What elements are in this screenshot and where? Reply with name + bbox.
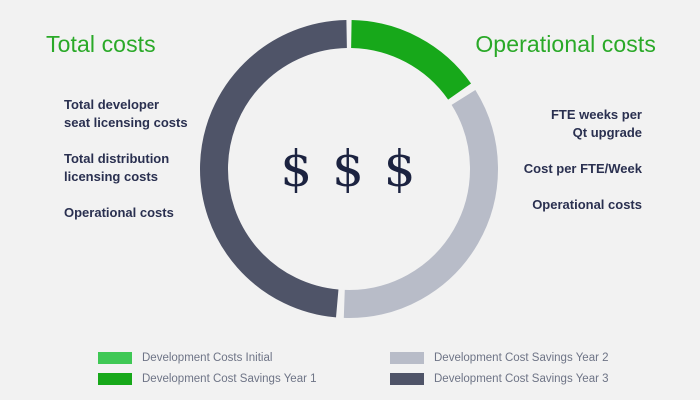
legend-item: Development Cost Savings Year 1 (98, 372, 390, 385)
donut-chart (199, 19, 499, 319)
chart-legend: Development Costs Initial Development Co… (98, 347, 628, 389)
list-item: FTE weeks per Qt upgrade (550, 107, 642, 140)
legend-item: Development Costs Initial (98, 351, 390, 364)
legend-item-label: Development Costs Initial (142, 351, 273, 364)
legend-swatch-icon (390, 372, 424, 385)
legend-item: Development Cost Savings Year 2 (390, 351, 628, 364)
legend-swatch-icon (98, 351, 132, 364)
legend-item: Development Cost Savings Year 3 (390, 372, 628, 385)
donut-segment (350, 20, 472, 100)
list-item: Operational costs (532, 197, 642, 212)
total-costs-list: Total developer seat licensing costs Tot… (64, 96, 234, 222)
list-item: Total distribution licensing costs (64, 151, 170, 184)
legend-swatch-icon (98, 372, 132, 385)
operational-costs-list: FTE weeks per Qt upgrade Cost per FTE/We… (452, 106, 642, 214)
heading-total-costs: Total costs (46, 31, 156, 57)
donut-chart-svg (200, 20, 498, 318)
list-item: Operational costs (64, 205, 174, 220)
heading-operational-costs: Operational costs (475, 31, 656, 57)
legend-item-label: Development Cost Savings Year 2 (434, 351, 609, 364)
legend-item-label: Development Cost Savings Year 1 (142, 372, 317, 385)
donut-segment (200, 20, 347, 318)
list-item: Cost per FTE/Week (523, 161, 642, 176)
list-item: Total developer seat licensing costs (64, 97, 188, 130)
legend-item-label: Development Cost Savings Year 3 (434, 372, 609, 385)
legend-swatch-icon (390, 351, 424, 364)
donut-segment (343, 90, 498, 318)
